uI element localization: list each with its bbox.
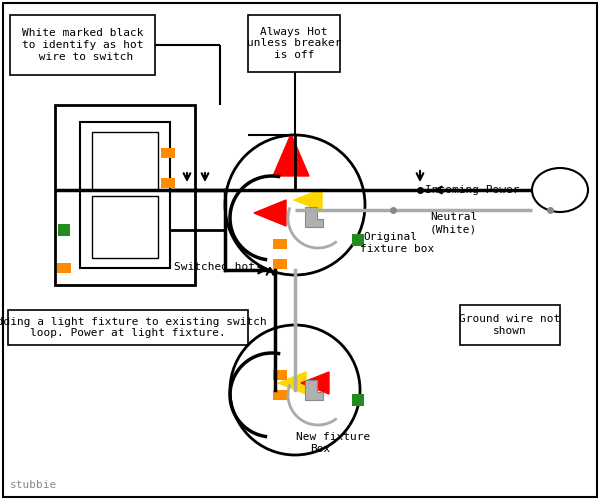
Bar bbox=[273, 390, 287, 400]
Text: Adding a light fixture to existing switch
loop. Power at light fixture.: Adding a light fixture to existing switc… bbox=[0, 316, 266, 338]
Bar bbox=[460, 305, 560, 345]
Bar bbox=[10, 15, 155, 75]
Circle shape bbox=[230, 325, 360, 455]
Bar bbox=[352, 234, 364, 246]
Bar bbox=[161, 178, 175, 188]
Bar bbox=[8, 310, 248, 345]
Text: Box: Box bbox=[310, 444, 330, 454]
Polygon shape bbox=[305, 380, 323, 400]
Bar bbox=[92, 132, 158, 190]
Text: White marked black
to identify as hot
 wire to switch: White marked black to identify as hot wi… bbox=[22, 28, 143, 62]
Text: Switched hot: Switched hot bbox=[174, 262, 255, 272]
Polygon shape bbox=[273, 134, 309, 176]
Bar bbox=[57, 263, 71, 273]
Text: Ground wire not
shown: Ground wire not shown bbox=[460, 314, 560, 336]
Ellipse shape bbox=[532, 168, 588, 212]
Text: Incoming Power: Incoming Power bbox=[425, 185, 520, 195]
Polygon shape bbox=[254, 200, 286, 226]
Bar bbox=[92, 196, 158, 258]
Bar bbox=[273, 259, 287, 269]
Text: stubbie: stubbie bbox=[10, 480, 57, 490]
Bar bbox=[248, 15, 340, 72]
Text: (White): (White) bbox=[430, 224, 477, 234]
Bar bbox=[55, 105, 195, 285]
Text: Always Hot
unless breaker
is off: Always Hot unless breaker is off bbox=[247, 27, 341, 60]
Bar bbox=[161, 148, 175, 158]
Bar bbox=[80, 122, 170, 268]
Polygon shape bbox=[305, 207, 323, 227]
Text: Original: Original bbox=[363, 232, 417, 242]
Bar bbox=[58, 224, 70, 236]
Bar bbox=[273, 370, 287, 380]
Bar bbox=[352, 394, 364, 406]
Polygon shape bbox=[301, 372, 329, 394]
Text: New fixture: New fixture bbox=[296, 432, 370, 442]
Polygon shape bbox=[294, 189, 322, 211]
Bar bbox=[273, 239, 287, 249]
Text: Neutral: Neutral bbox=[430, 212, 477, 222]
Text: fixture box: fixture box bbox=[360, 244, 434, 254]
Polygon shape bbox=[278, 372, 306, 394]
Circle shape bbox=[225, 135, 365, 275]
